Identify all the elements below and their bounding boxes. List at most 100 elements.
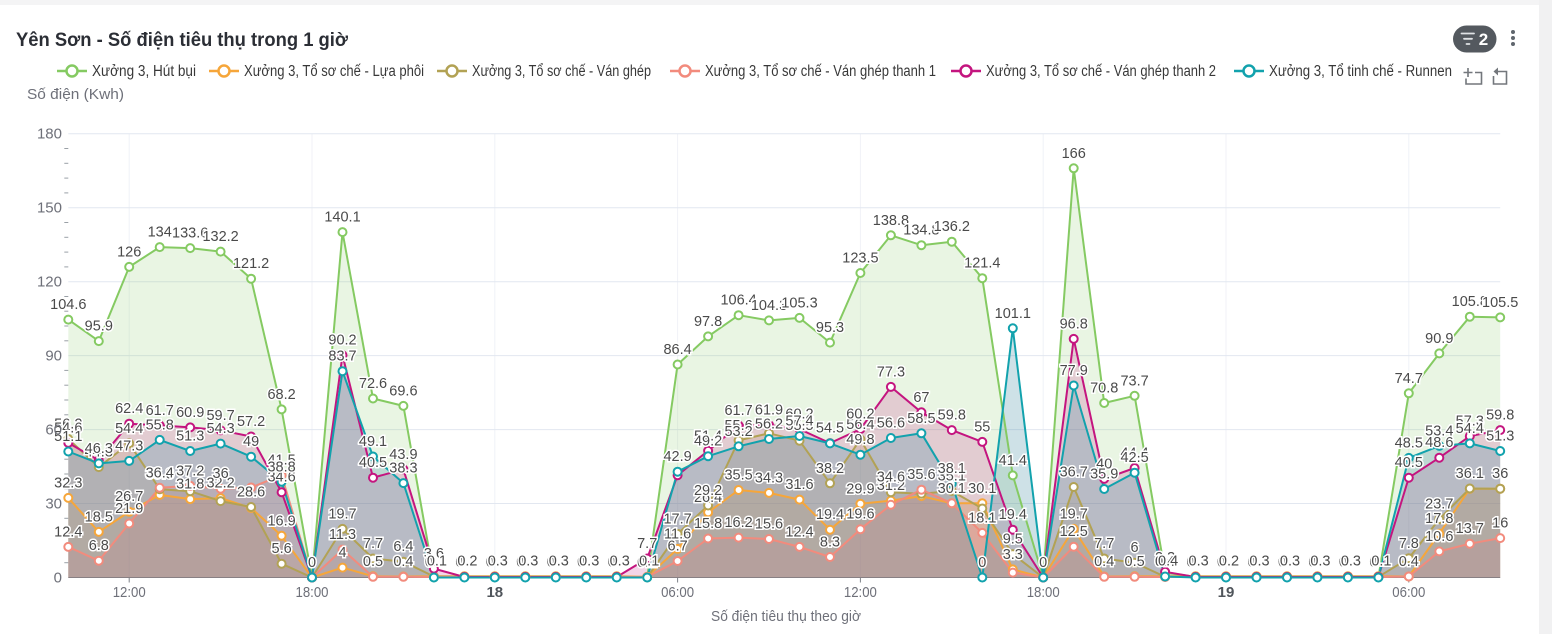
svg-text:0.3: 0.3 — [1189, 554, 1209, 570]
svg-text:Xưởng 3, Tổ sơ chế - Ván ghép: Xưởng 3, Tổ sơ chế - Ván ghép thanh 2 — [986, 63, 1216, 80]
svg-text:Số điện tiêu thụ theo giờ: Số điện tiêu thụ theo giờ — [711, 608, 861, 625]
svg-text:7.8: 7.8 — [1399, 536, 1419, 552]
svg-text:86.4: 86.4 — [663, 342, 691, 358]
svg-text:26.4: 26.4 — [694, 490, 722, 506]
svg-text:0: 0 — [1247, 555, 1255, 571]
svg-text:44.8: 44.8 — [85, 445, 113, 461]
svg-text:0.5: 0.5 — [1125, 554, 1145, 570]
svg-text:0.3: 0.3 — [1310, 554, 1330, 570]
svg-text:40.5: 40.5 — [1395, 455, 1423, 471]
svg-text:0.2: 0.2 — [1219, 554, 1239, 570]
svg-text:57.2: 57.2 — [237, 414, 265, 430]
svg-text:0: 0 — [1278, 555, 1286, 571]
svg-text:60.9: 60.9 — [176, 405, 204, 421]
svg-text:30.1: 30.1 — [968, 481, 996, 497]
svg-text:11.3: 11.3 — [329, 527, 356, 543]
svg-text:16.2: 16.2 — [724, 515, 752, 531]
svg-text:0.4: 0.4 — [1155, 554, 1175, 570]
svg-text:06:00: 06:00 — [661, 584, 694, 601]
svg-text:60.2: 60.2 — [785, 407, 813, 423]
svg-text:123.5: 123.5 — [842, 251, 878, 267]
svg-text:36.7: 36.7 — [1060, 465, 1088, 481]
svg-text:70.8: 70.8 — [1090, 381, 1118, 397]
svg-text:9.5: 9.5 — [1003, 532, 1023, 548]
svg-text:0: 0 — [1039, 555, 1047, 571]
svg-text:0: 0 — [486, 555, 494, 571]
svg-text:90.2: 90.2 — [328, 333, 356, 349]
svg-text:38.2: 38.2 — [816, 461, 844, 477]
svg-text:41.4: 41.4 — [999, 453, 1027, 469]
svg-text:3.3: 3.3 — [1003, 547, 1023, 563]
svg-text:Xưởng 3, Tổ tinh chế - Runnen: Xưởng 3, Tổ tinh chế - Runnen — [1269, 63, 1452, 80]
svg-text:19.7: 19.7 — [328, 506, 356, 522]
svg-text:54.5: 54.5 — [816, 421, 844, 437]
svg-text:134.8: 134.8 — [903, 223, 939, 239]
svg-text:29.9: 29.9 — [846, 481, 874, 497]
svg-text:11.6: 11.6 — [664, 526, 691, 542]
svg-text:51.4: 51.4 — [694, 428, 722, 444]
svg-text:136.2: 136.2 — [934, 219, 970, 235]
svg-text:77.9: 77.9 — [1060, 363, 1088, 379]
svg-text:35.6: 35.6 — [907, 467, 935, 483]
svg-text:Yên Sơn - Số điện tiêu thụ tro: Yên Sơn - Số điện tiêu thụ trong 1 giờ — [16, 29, 348, 51]
svg-text:68.2: 68.2 — [267, 387, 295, 403]
svg-text:106.4: 106.4 — [720, 293, 756, 309]
svg-text:54.3: 54.3 — [206, 421, 234, 437]
svg-text:2: 2 — [1479, 30, 1488, 49]
svg-text:18: 18 — [486, 584, 503, 601]
svg-text:0: 0 — [547, 555, 555, 571]
svg-text:0: 0 — [1217, 555, 1225, 571]
svg-text:40.5: 40.5 — [359, 455, 387, 471]
svg-text:7.7: 7.7 — [363, 536, 383, 552]
svg-text:31.6: 31.6 — [785, 477, 813, 493]
svg-text:0.3: 0.3 — [549, 554, 569, 570]
svg-text:6.8: 6.8 — [89, 538, 109, 554]
svg-text:0: 0 — [516, 555, 524, 571]
svg-text:34.6: 34.6 — [877, 470, 905, 486]
svg-text:0: 0 — [608, 555, 616, 571]
svg-text:0.3: 0.3 — [518, 554, 538, 570]
svg-text:18.5: 18.5 — [85, 509, 113, 525]
svg-text:180: 180 — [37, 126, 62, 143]
svg-text:0: 0 — [54, 570, 62, 587]
svg-text:13.7: 13.7 — [1456, 521, 1484, 537]
svg-text:0.4: 0.4 — [1094, 554, 1114, 570]
svg-text:12.4: 12.4 — [785, 524, 813, 540]
svg-text:69.6: 69.6 — [389, 383, 417, 399]
svg-text:121.4: 121.4 — [964, 256, 1000, 272]
svg-text:42.9: 42.9 — [663, 449, 691, 465]
svg-text:10.6: 10.6 — [1425, 529, 1453, 545]
svg-text:77.3: 77.3 — [877, 364, 905, 380]
svg-text:26.7: 26.7 — [115, 489, 143, 505]
svg-text:73.7: 73.7 — [1120, 373, 1148, 389]
svg-text:121.2: 121.2 — [233, 256, 269, 272]
svg-text:0.3: 0.3 — [1341, 554, 1361, 570]
svg-text:17.7: 17.7 — [663, 511, 691, 527]
svg-text:56.2: 56.2 — [755, 417, 783, 433]
svg-text:0.4: 0.4 — [1158, 554, 1178, 570]
svg-text:35.8: 35.8 — [146, 467, 174, 483]
svg-text:35.9: 35.9 — [1090, 467, 1118, 483]
svg-text:57.4: 57.4 — [785, 414, 813, 430]
svg-text:12.4: 12.4 — [54, 524, 82, 540]
svg-text:49: 49 — [243, 434, 259, 450]
svg-text:8.3: 8.3 — [820, 535, 840, 551]
svg-text:35.5: 35.5 — [724, 468, 752, 484]
svg-text:59.7: 59.7 — [206, 408, 234, 424]
svg-text:105.3: 105.3 — [781, 295, 817, 311]
svg-text:60.2: 60.2 — [846, 407, 874, 423]
svg-text:32.3: 32.3 — [54, 475, 82, 491]
svg-text:0: 0 — [1339, 555, 1347, 571]
svg-text:36.1: 36.1 — [1456, 466, 1484, 482]
svg-text:56.6: 56.6 — [877, 416, 905, 432]
svg-text:126: 126 — [117, 244, 141, 260]
svg-text:83.7: 83.7 — [328, 349, 356, 365]
svg-text:56.2: 56.2 — [54, 417, 82, 433]
svg-text:12:00: 12:00 — [113, 584, 146, 601]
svg-text:57.3: 57.3 — [1456, 414, 1484, 430]
svg-text:138.8: 138.8 — [873, 213, 909, 229]
svg-text:48.6: 48.6 — [1425, 435, 1453, 451]
svg-text:38.1: 38.1 — [938, 461, 966, 477]
svg-text:133.6: 133.6 — [172, 226, 208, 242]
svg-text:30.1: 30.1 — [938, 481, 966, 497]
